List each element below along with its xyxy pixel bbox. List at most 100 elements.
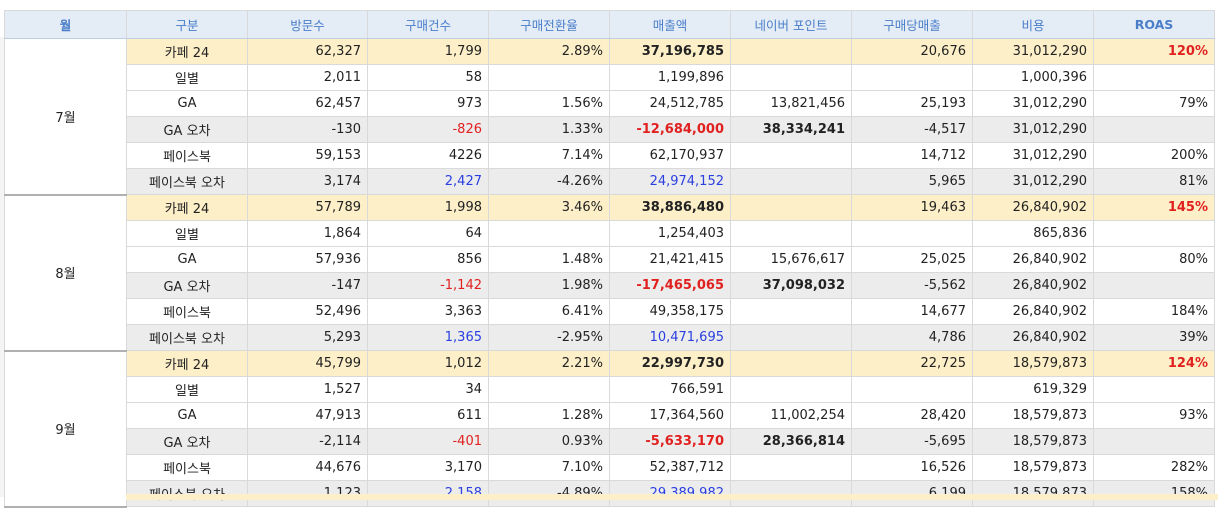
naver-point-cell[interactable] — [730, 376, 852, 403]
category-cell[interactable]: 페이스북 — [126, 142, 248, 169]
orders-cell[interactable]: 58 — [367, 64, 489, 91]
cost-cell[interactable]: 619,329 — [972, 376, 1094, 403]
visits-cell[interactable]: 2,011 — [247, 64, 368, 91]
col-header-conversion[interactable]: 구매전환율 — [488, 10, 610, 39]
category-cell[interactable]: 페이스북 — [126, 454, 248, 481]
conversion-cell[interactable] — [488, 376, 610, 403]
orders-cell[interactable]: 1,012 — [367, 350, 489, 377]
roas-cell[interactable] — [1093, 272, 1215, 299]
naver-point-cell[interactable] — [730, 64, 852, 91]
visits-cell[interactable]: 47,913 — [247, 402, 368, 429]
roas-cell[interactable]: 81% — [1093, 168, 1215, 195]
visits-cell[interactable]: 5,293 — [247, 324, 368, 351]
sales-per-order-cell[interactable]: 28,420 — [851, 402, 973, 429]
conversion-cell[interactable] — [488, 64, 610, 91]
naver-point-cell[interactable] — [730, 454, 852, 481]
col-header-category[interactable]: 구분 — [126, 10, 248, 39]
roas-cell[interactable] — [1093, 64, 1215, 91]
sales-per-order-cell[interactable]: 6,199 — [851, 480, 973, 507]
col-header-sales-per-order[interactable]: 구매당매출 — [851, 10, 973, 39]
category-cell[interactable]: 일별 — [126, 376, 248, 403]
conversion-cell[interactable]: 1.33% — [488, 116, 610, 143]
sales-per-order-cell[interactable]: 19,463 — [851, 194, 973, 221]
category-cell[interactable]: GA 오차 — [126, 116, 248, 143]
sales-per-order-cell[interactable]: -5,562 — [851, 272, 973, 299]
sales-cell[interactable]: 62,170,937 — [609, 142, 731, 169]
conversion-cell[interactable]: 7.10% — [488, 454, 610, 481]
naver-point-cell[interactable]: 38,334,241 — [730, 116, 852, 143]
sales-cell[interactable]: 24,974,152 — [609, 168, 731, 195]
conversion-cell[interactable]: 7.14% — [488, 142, 610, 169]
roas-cell[interactable] — [1093, 428, 1215, 455]
roas-cell[interactable]: 282% — [1093, 454, 1215, 481]
visits-cell[interactable]: -130 — [247, 116, 368, 143]
category-cell[interactable]: GA — [126, 90, 248, 117]
orders-cell[interactable]: 34 — [367, 376, 489, 403]
conversion-cell[interactable]: -4.26% — [488, 168, 610, 195]
naver-point-cell[interactable]: 15,676,617 — [730, 246, 852, 273]
category-cell[interactable]: 카페 24 — [126, 38, 248, 65]
roas-cell[interactable]: 145% — [1093, 194, 1215, 221]
naver-point-cell[interactable]: 28,366,814 — [730, 428, 852, 455]
cost-cell[interactable]: 1,000,396 — [972, 64, 1094, 91]
sales-cell[interactable]: -5,633,170 — [609, 428, 731, 455]
sales-cell[interactable]: -12,684,000 — [609, 116, 731, 143]
sales-cell[interactable]: -17,465,065 — [609, 272, 731, 299]
sales-per-order-cell[interactable]: 14,677 — [851, 298, 973, 325]
roas-cell[interactable]: 120% — [1093, 38, 1215, 65]
visits-cell[interactable]: 62,327 — [247, 38, 368, 65]
sales-cell[interactable]: 24,512,785 — [609, 90, 731, 117]
category-cell[interactable]: GA 오차 — [126, 428, 248, 455]
cost-cell[interactable]: 31,012,290 — [972, 168, 1094, 195]
orders-cell[interactable]: 3,170 — [367, 454, 489, 481]
sales-per-order-cell[interactable]: -4,517 — [851, 116, 973, 143]
sales-cell[interactable]: 766,591 — [609, 376, 731, 403]
category-cell[interactable]: 페이스북 오차 — [126, 324, 248, 351]
roas-cell[interactable]: 124% — [1093, 350, 1215, 377]
visits-cell[interactable]: 1,864 — [247, 220, 368, 247]
roas-cell[interactable]: 184% — [1093, 298, 1215, 325]
roas-cell[interactable]: 79% — [1093, 90, 1215, 117]
roas-cell[interactable]: 80% — [1093, 246, 1215, 273]
sales-cell[interactable]: 38,886,480 — [609, 194, 731, 221]
naver-point-cell[interactable] — [730, 194, 852, 221]
sales-per-order-cell[interactable]: 14,712 — [851, 142, 973, 169]
orders-cell[interactable]: -826 — [367, 116, 489, 143]
cost-cell[interactable]: 18,579,873 — [972, 454, 1094, 481]
sales-per-order-cell[interactable] — [851, 64, 973, 91]
category-cell[interactable]: 페이스북 — [126, 298, 248, 325]
category-cell[interactable]: 일별 — [126, 64, 248, 91]
col-header-sales[interactable]: 매출액 — [609, 10, 731, 39]
orders-cell[interactable]: -401 — [367, 428, 489, 455]
col-header-roas[interactable]: ROAS — [1093, 10, 1215, 39]
orders-cell[interactable]: 2,158 — [367, 480, 489, 507]
orders-cell[interactable]: 4226 — [367, 142, 489, 169]
sales-per-order-cell[interactable]: 4,786 — [851, 324, 973, 351]
visits-cell[interactable]: 62,457 — [247, 90, 368, 117]
naver-point-cell[interactable] — [730, 168, 852, 195]
conversion-cell[interactable]: 1.28% — [488, 402, 610, 429]
sales-per-order-cell[interactable]: -5,695 — [851, 428, 973, 455]
sales-per-order-cell[interactable] — [851, 376, 973, 403]
visits-cell[interactable]: 1,123 — [247, 480, 368, 507]
sales-per-order-cell[interactable]: 25,025 — [851, 246, 973, 273]
category-cell[interactable]: 카페 24 — [126, 350, 248, 377]
visits-cell[interactable]: 1,527 — [247, 376, 368, 403]
conversion-cell[interactable] — [488, 220, 610, 247]
visits-cell[interactable]: -2,114 — [247, 428, 368, 455]
month-cell[interactable]: 8월 — [4, 194, 127, 352]
sales-per-order-cell[interactable]: 20,676 — [851, 38, 973, 65]
visits-cell[interactable]: 59,153 — [247, 142, 368, 169]
orders-cell[interactable]: 64 — [367, 220, 489, 247]
conversion-cell[interactable]: 1.56% — [488, 90, 610, 117]
sales-per-order-cell[interactable] — [851, 220, 973, 247]
sales-cell[interactable]: 21,421,415 — [609, 246, 731, 273]
roas-cell[interactable] — [1093, 116, 1215, 143]
category-cell[interactable]: GA 오차 — [126, 272, 248, 299]
cost-cell[interactable]: 31,012,290 — [972, 90, 1094, 117]
visits-cell[interactable]: 57,936 — [247, 246, 368, 273]
cost-cell[interactable]: 31,012,290 — [972, 116, 1094, 143]
cost-cell[interactable]: 26,840,902 — [972, 298, 1094, 325]
sales-cell[interactable]: 49,358,175 — [609, 298, 731, 325]
naver-point-cell[interactable] — [730, 298, 852, 325]
